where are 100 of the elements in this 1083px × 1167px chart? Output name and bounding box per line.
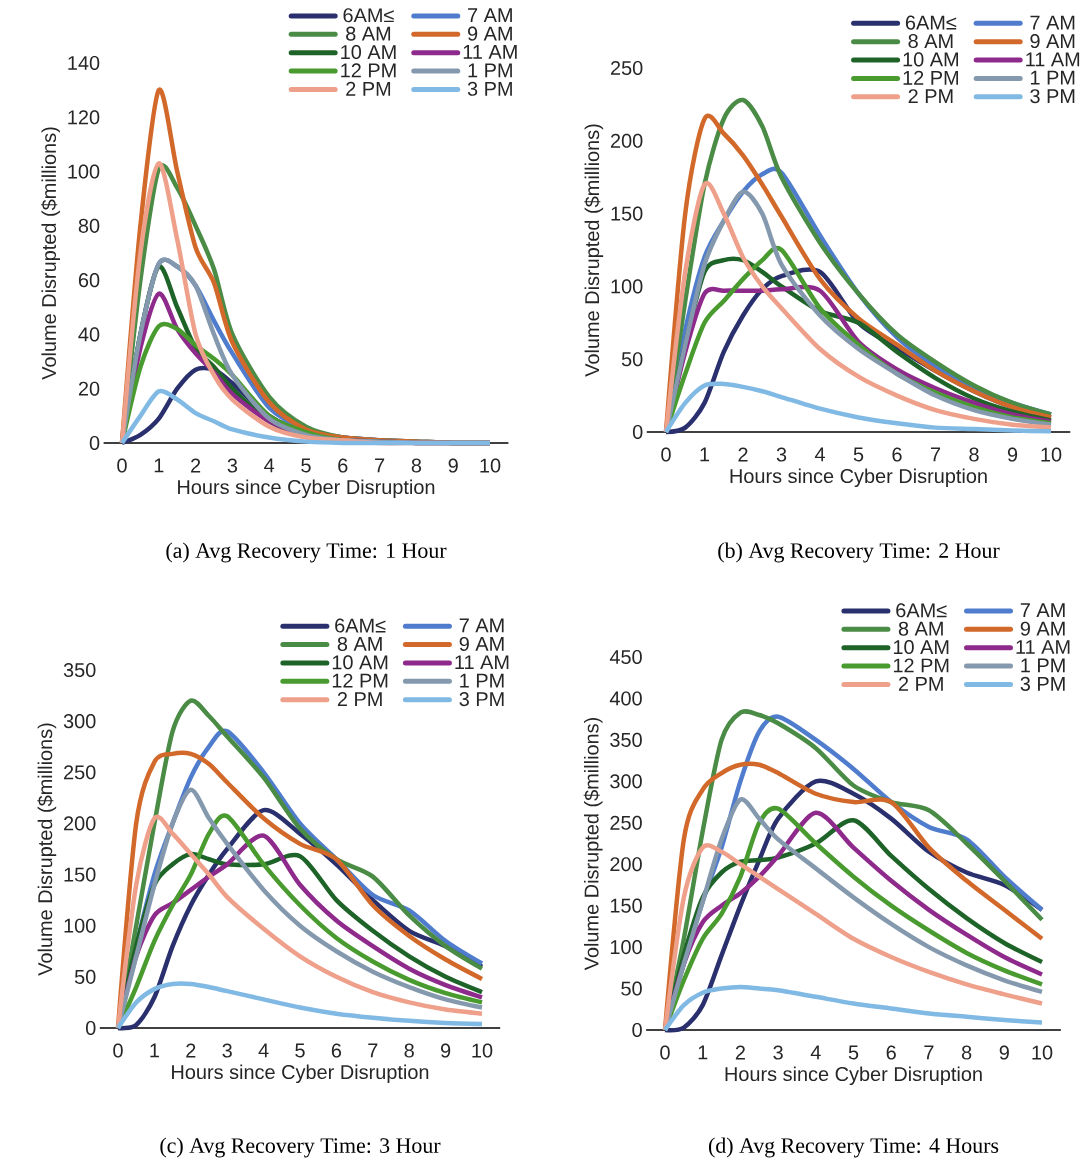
- y-tick-label: 80: [78, 218, 100, 233]
- legend-label: 8 AM: [346, 26, 391, 41]
- x-tick-label: 1: [700, 447, 710, 462]
- legend-label: 3 PM: [467, 81, 512, 96]
- y-tick-label: 40: [78, 327, 100, 342]
- x-tick-label: 3: [227, 458, 238, 473]
- legend-label: 7 AM: [1030, 15, 1075, 30]
- legend-label: 9 AM: [1020, 621, 1065, 636]
- legend-label: 11 AM: [455, 655, 509, 670]
- x-tick-label: 8: [404, 1043, 414, 1058]
- x-tick-label: 5: [295, 1043, 305, 1058]
- y-tick-label: 50: [621, 981, 642, 996]
- legend-label: 10 AM: [893, 640, 949, 655]
- y-tick-label: 250: [64, 765, 96, 780]
- legend-label: 3 PM: [1020, 676, 1065, 691]
- x-tick-label: 6: [886, 1045, 896, 1060]
- y-tick-label: 100: [611, 279, 643, 294]
- x-tick-label: 10: [1032, 1045, 1053, 1060]
- legend-label: 11 AM: [463, 45, 517, 59]
- y-tick-label: 50: [621, 352, 643, 367]
- x-tick-label: 3: [222, 1043, 232, 1058]
- legend-label: 1 PM: [1021, 658, 1065, 673]
- x-tick-label: 7: [930, 447, 941, 462]
- legend-label: 8 AM: [337, 636, 382, 651]
- legend-label: 7 AM: [468, 8, 512, 22]
- x-tick-label: 7: [924, 1045, 934, 1060]
- y-tick-label: 300: [610, 774, 642, 789]
- y-axis-title: Volume Disrupted ($millions): [37, 723, 57, 976]
- legend-label: 3 PM: [1030, 89, 1075, 104]
- x-tick-label: 2: [191, 458, 201, 473]
- x-tick-label: 10: [1041, 447, 1062, 462]
- y-tick-label: 350: [610, 732, 642, 747]
- x-tick-label: 8: [411, 458, 422, 473]
- text: (d) Avg Recovery Time: 4 Hours: [708, 1137, 999, 1158]
- y-tick-label: 100: [610, 940, 642, 955]
- x-axis-title: Hours since Cyber Disruption: [725, 1066, 982, 1086]
- y-axis-title: Volume Disrupted ($millions): [583, 717, 603, 971]
- y-tick-label: 250: [610, 60, 643, 76]
- x-tick-label: 3: [776, 447, 787, 462]
- y-tick-label: 250: [610, 815, 642, 830]
- y-tick-label: 350: [63, 662, 96, 678]
- legend-label: 6AM≤: [896, 603, 947, 618]
- legend-label: 2 PM: [337, 692, 382, 706]
- x-tick-label: 4: [810, 1045, 821, 1060]
- y-tick-label: 20: [78, 381, 100, 396]
- y-tick-label: 400: [609, 691, 642, 706]
- legend-label: 12 PM: [903, 70, 959, 85]
- x-tick-label: 10: [480, 458, 501, 473]
- legend-label: 10 AM: [903, 52, 959, 67]
- x-tick-label: 6: [338, 458, 348, 473]
- y-tick-label: 150: [610, 898, 642, 913]
- text: (a) Avg Recovery Time: 1 Hour: [166, 542, 447, 563]
- x-tick-label: 4: [814, 447, 825, 462]
- y-tick-label: 300: [63, 714, 96, 729]
- y-tick-label: 0: [85, 1020, 96, 1036]
- legend-label: 1 PM: [468, 63, 512, 78]
- legend-label: 10 AM: [332, 655, 388, 670]
- legend-label: 2 PM: [898, 676, 943, 691]
- y-tick-label: 140: [68, 55, 100, 71]
- y-tick-label: 450: [609, 649, 642, 665]
- y-tick-label: 0: [89, 435, 100, 451]
- legend-label: 10 AM: [341, 44, 396, 60]
- y-tick-label: 200: [610, 857, 642, 872]
- x-tick-label: 9: [441, 1043, 451, 1058]
- legend-label: 7 AM: [1020, 603, 1065, 618]
- legend-label: 11 AM: [1016, 640, 1070, 654]
- x-tick-label: 8: [969, 447, 979, 462]
- y-tick-label: 150: [64, 867, 96, 882]
- legend-label: 1 PM: [460, 673, 504, 688]
- x-tick-label: 2: [186, 1043, 196, 1058]
- legend-label: 2 PM: [346, 81, 391, 96]
- y-axis-title: Volume Disrupted ($millions): [584, 124, 604, 377]
- y-tick-label: 200: [610, 133, 643, 148]
- x-tick-label: 1: [150, 1043, 159, 1058]
- y-axis-title: Volume Disrupted ($millions): [41, 127, 60, 380]
- x-tick-label: 9: [1007, 447, 1018, 462]
- x-tick-label: 2: [738, 447, 748, 462]
- legend-label: 2 PM: [908, 89, 953, 104]
- x-tick-label: 0: [661, 447, 671, 462]
- legend-label: 12 PM: [893, 658, 949, 673]
- y-tick-label: 0: [632, 1022, 642, 1038]
- y-tick-label: 100: [68, 164, 100, 179]
- y-tick-label: 150: [611, 206, 643, 221]
- legend-label: 6AM≤: [343, 8, 394, 23]
- x-tick-label: 8: [961, 1045, 972, 1060]
- y-tick-label: 200: [64, 816, 96, 831]
- x-tick-label: 7: [375, 458, 385, 473]
- x-tick-label: 3: [773, 1045, 783, 1060]
- x-tick-label: 0: [113, 1043, 123, 1058]
- x-tick-label: 1: [698, 1045, 708, 1060]
- x-tick-label: 5: [853, 447, 864, 462]
- x-tick-label: 0: [660, 1045, 670, 1060]
- x-tick-label: 5: [301, 458, 311, 473]
- text: (c) Avg Recovery Time: 3 Hour: [160, 1137, 441, 1158]
- text: (b) Avg Recovery Time: 2 Hour: [718, 542, 1000, 563]
- x-tick-label: 9: [999, 1045, 1009, 1060]
- x-tick-label: 1: [154, 458, 164, 473]
- legend-label: 12 PM: [341, 63, 396, 78]
- x-tick-label: 4: [258, 1043, 269, 1058]
- x-tick-label: 4: [264, 458, 275, 473]
